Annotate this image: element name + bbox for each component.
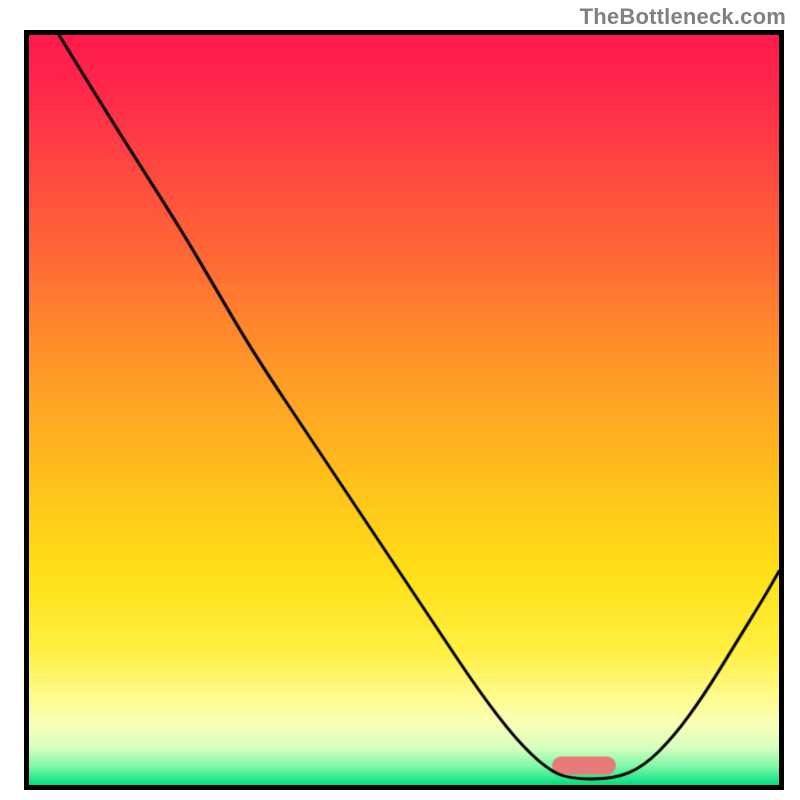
chart-frame bbox=[24, 30, 784, 790]
watermark-text: TheBottleneck.com bbox=[580, 4, 786, 30]
chart-canvas bbox=[29, 35, 779, 785]
chart-root: TheBottleneck.com bbox=[0, 0, 800, 800]
